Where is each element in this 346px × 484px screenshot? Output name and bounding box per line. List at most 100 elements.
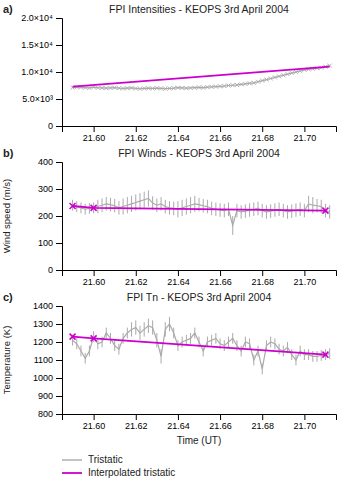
x-axis-title: Time (UT) (177, 435, 222, 446)
marker (117, 86, 121, 90)
tick-label: 21.64 (167, 133, 190, 143)
series (73, 317, 330, 375)
tick-mark (56, 360, 62, 361)
tick-mark (56, 162, 62, 163)
tick: 21.68 (251, 270, 274, 287)
marker (243, 82, 247, 86)
tick-label: 21.68 (251, 421, 274, 431)
tick-mark (220, 126, 221, 132)
tick: 0 (48, 121, 62, 131)
tick: 800 (38, 409, 62, 419)
marker (290, 71, 294, 75)
tick-mark (304, 270, 305, 276)
tick-label: 300 (38, 184, 53, 194)
tick: 21.70 (294, 126, 317, 143)
plot-area (71, 64, 332, 91)
marker (163, 87, 167, 91)
marker (201, 86, 205, 90)
marker (322, 352, 328, 358)
tick: 21.68 (251, 126, 274, 143)
tick: 1000 (33, 373, 62, 383)
marker (138, 87, 142, 91)
tick-mark (56, 342, 62, 343)
tick: 21.64 (167, 126, 190, 143)
tick: 21.68 (251, 414, 274, 431)
tick-mark (56, 324, 62, 325)
line (73, 324, 330, 369)
legend-label: Tristatic (88, 454, 123, 465)
marker (108, 86, 112, 90)
series (73, 190, 330, 235)
tick-mark (136, 270, 137, 276)
marker (142, 86, 146, 90)
marker (134, 86, 138, 90)
marker (322, 208, 328, 214)
plot-area (70, 190, 330, 235)
tick: 21.62 (125, 126, 148, 143)
x-axis: 21.6021.6221.6421.6621.6821.70 (63, 126, 337, 143)
marker (70, 334, 76, 340)
marker (294, 70, 298, 74)
tick: 1300 (33, 319, 62, 329)
tick-mark (56, 243, 62, 244)
tick-label: 1100 (34, 355, 53, 365)
y-axis-line (56, 307, 63, 415)
tick: 0 (48, 265, 62, 275)
marker (176, 86, 180, 90)
legend-swatch (62, 472, 82, 474)
tick-label: 21.64 (167, 277, 190, 287)
title: FPI Tn - KEOPS 3rd April 2004 (127, 291, 272, 303)
tick: 900 (38, 391, 62, 401)
title: FPI Intensities - KEOPS 3rd April 2004 (109, 3, 289, 15)
panel: 21.6021.6221.6421.6621.6821.708009001000… (1, 291, 337, 446)
tick: 1.5×10⁴ (21, 40, 62, 50)
tick-label: 900 (38, 391, 53, 401)
title: FPI Winds - KEOPS 3rd April 2004 (118, 147, 280, 159)
marker (260, 79, 264, 83)
tick: 200 (38, 211, 62, 221)
tick: 21.62 (125, 270, 148, 287)
tick-mark (94, 414, 95, 420)
marker (264, 78, 268, 82)
tick-mark (178, 126, 179, 132)
tick-label: 800 (38, 409, 53, 419)
tick-label: 21.62 (125, 277, 148, 287)
tick: 21.70 (294, 414, 317, 431)
tick: 21.60 (83, 126, 106, 143)
marker (193, 86, 197, 90)
tick-mark (262, 270, 263, 276)
tick-label: 100 (38, 238, 53, 248)
tick: 21.70 (294, 270, 317, 287)
tick: 100 (38, 238, 62, 248)
tick-label: 0 (48, 265, 53, 275)
marker (235, 83, 239, 87)
tick-mark (56, 414, 62, 415)
figure: 21.6021.6221.6421.6621.6821.7005.0×10³1.… (0, 0, 346, 484)
marker (180, 86, 184, 90)
y-axis-line (56, 19, 63, 127)
tick: 1400 (33, 301, 62, 311)
marker (277, 74, 281, 78)
tick-mark (220, 414, 221, 420)
tick: 1100 (34, 355, 62, 365)
tick-mark (94, 126, 95, 132)
tick-label: 21.60 (83, 133, 106, 143)
marker (104, 86, 108, 90)
tick: 21.62 (125, 414, 148, 431)
x-axis: 21.6021.6221.6421.6621.6821.70 (63, 414, 337, 431)
tick-label: 21.68 (251, 133, 274, 143)
y-axis-title: Wind speed (m/s) (1, 179, 12, 253)
tick-mark (262, 126, 263, 132)
panel-label: a) (3, 3, 13, 15)
series (73, 67, 330, 87)
tick-label: 21.70 (294, 421, 317, 431)
tick-mark (56, 45, 62, 46)
tick-mark (56, 306, 62, 307)
y-axis: 0100200300400 (38, 157, 63, 275)
marker (269, 76, 273, 80)
tick-label: 21.60 (83, 277, 106, 287)
marker (87, 86, 91, 90)
tick-mark (304, 126, 305, 132)
panel: 21.6021.6221.6421.6621.6821.7005.0×10³1.… (3, 3, 337, 143)
tick-label: 21.66 (209, 421, 232, 431)
